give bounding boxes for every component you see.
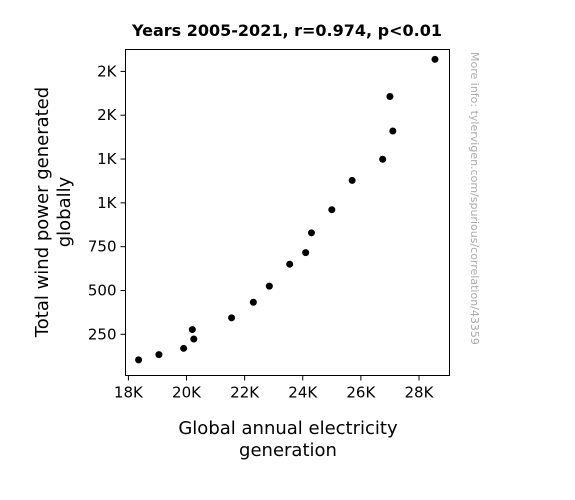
x-tick-label: 20K [172, 384, 202, 402]
x-tick-label: 18K [114, 384, 144, 402]
y-axis-label-line-1: Total wind power generated [32, 87, 53, 338]
x-tick-label: 28K [405, 384, 435, 402]
data-point [228, 314, 236, 322]
data-point [431, 55, 439, 63]
y-tick-label: 2K [97, 62, 118, 80]
data-point [302, 249, 310, 257]
data-point [180, 344, 188, 352]
data-point [265, 282, 273, 290]
data-point [155, 351, 163, 359]
y-axis-label: Total wind power generated globally [32, 87, 75, 338]
data-point [188, 326, 196, 334]
data-point [135, 356, 143, 364]
chart-title: Years 2005-2021, r=0.974, p<0.01 [131, 21, 442, 40]
data-point [307, 229, 315, 237]
data-point [286, 260, 294, 268]
y-axis-label-line-2: globally [54, 176, 75, 247]
data-points [135, 55, 439, 364]
y-tick-label: 500 [88, 281, 117, 299]
data-point [348, 176, 356, 184]
x-axis-label-line-2: generation [239, 440, 337, 461]
y-axis-ticks: 250 500 750 1K 1K 2K 2K [88, 62, 126, 343]
x-tick-label: 24K [288, 384, 318, 402]
y-tick-label: 750 [88, 238, 117, 256]
data-point [328, 206, 336, 214]
x-tick-label: 26K [346, 384, 376, 402]
data-point [386, 92, 394, 100]
y-tick-label: 250 [88, 325, 117, 343]
data-point [379, 155, 387, 163]
data-point [249, 298, 257, 306]
x-axis-label: Global annual electricity generation [178, 418, 398, 461]
y-tick-label: 1K [97, 150, 118, 168]
plot-area-frame [125, 49, 450, 376]
x-tick-label: 22K [230, 384, 260, 402]
data-point [190, 335, 198, 343]
y-tick-label: 2K [97, 106, 118, 124]
data-point [389, 127, 397, 135]
x-axis-ticks: 18K 20K 22K 24K 26K 28K [114, 375, 435, 402]
source-watermark: More info: tylervigen.com/spurious/corre… [468, 52, 481, 345]
x-axis-label-line-1: Global annual electricity [178, 418, 398, 439]
y-tick-label: 1K [97, 194, 118, 212]
